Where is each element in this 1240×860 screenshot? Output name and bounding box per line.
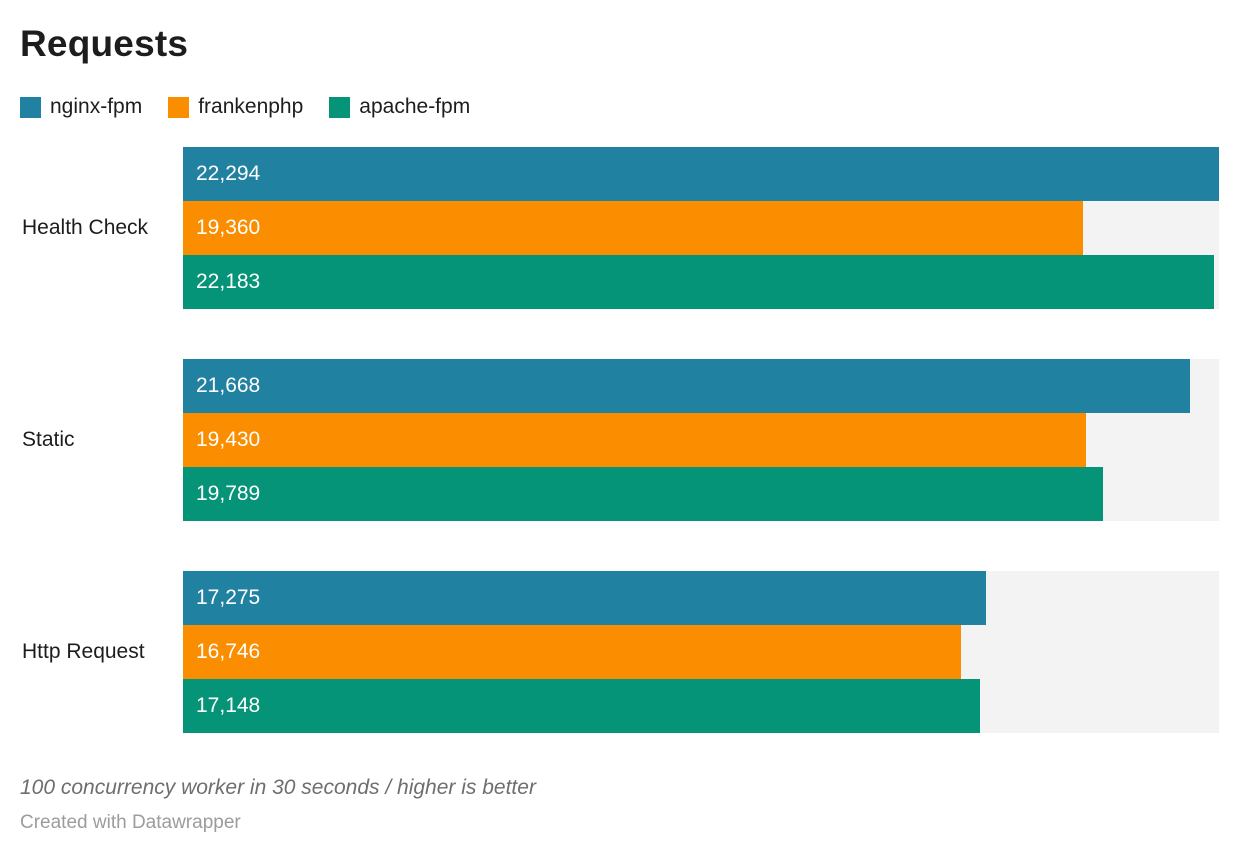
bar-value-label: 19,360: [196, 216, 261, 239]
bar-track: 19,430: [183, 413, 1219, 467]
bar-apache-fpm: 22,183: [183, 255, 1214, 309]
chart-title: Requests: [20, 23, 189, 64]
bar-value-label: 22,183: [196, 270, 261, 293]
legend-label: apache-fpm: [359, 95, 471, 118]
bar-frankenphp: 19,430: [183, 413, 1086, 467]
bar-value-label: 19,789: [196, 482, 261, 505]
bar-value-label: 22,294: [196, 162, 261, 185]
bar-value-label: 21,668: [196, 374, 261, 397]
legend-swatch-icon: [168, 96, 190, 118]
legend-label: frankenphp: [198, 95, 304, 118]
legend-label: nginx-fpm: [50, 95, 143, 118]
bar-value-label: 19,430: [196, 428, 261, 451]
bar-value-label: 17,275: [196, 586, 261, 609]
bar-group: Static 21,668 19,430 19,789: [0, 359, 1240, 521]
chart-notes: 100 concurrency worker in 30 seconds / h…: [20, 776, 536, 799]
bar-track: 19,789: [183, 467, 1219, 521]
bar-group: Health Check 22,294 19,360 22,183: [0, 147, 1240, 309]
bar-stack: 22,294 19,360 22,183: [183, 147, 1219, 309]
bar-nginx-fpm: 22,294: [183, 147, 1219, 201]
bar-track: 22,294: [183, 147, 1219, 201]
bar-stack: 21,668 19,430 19,789: [183, 359, 1219, 521]
category-label: Http Request: [22, 640, 145, 663]
bar-nginx-fpm: 17,275: [183, 571, 986, 625]
category-label: Static: [22, 428, 75, 451]
bar-track: 21,668: [183, 359, 1219, 413]
bar-apache-fpm: 17,148: [183, 679, 980, 733]
bar-plot: Health Check 22,294 19,360 22,183 Static 21,6…: [0, 147, 1240, 733]
bar-nginx-fpm: 21,668: [183, 359, 1190, 413]
bar-track: 17,275: [183, 571, 1219, 625]
attribution-text: Created with Datawrapper: [20, 812, 241, 833]
bar-track: 16,746: [183, 625, 1219, 679]
bar-stack: 17,275 16,746 17,148: [183, 571, 1219, 733]
bar-track: 17,148: [183, 679, 1219, 733]
bar-track: 22,183: [183, 255, 1219, 309]
bar-frankenphp: 16,746: [183, 625, 962, 679]
legend-item-apache-fpm: apache-fpm: [329, 95, 470, 119]
bar-track: 19,360: [183, 201, 1219, 255]
bar-value-label: 17,148: [196, 694, 261, 717]
legend-item-frankenphp: frankenphp: [168, 95, 303, 119]
legend-swatch-icon: [20, 96, 41, 118]
bar-value-label: 16,746: [196, 640, 261, 663]
bar-apache-fpm: 19,789: [183, 467, 1103, 521]
bar-group: Http Request 17,275 16,746 17,148: [0, 571, 1240, 733]
bar-frankenphp: 19,360: [183, 201, 1083, 255]
legend-swatch-icon: [329, 96, 351, 118]
legend-item-nginx-fpm: nginx-fpm: [20, 95, 142, 119]
category-label: Health Check: [22, 216, 149, 239]
legend: nginx-fpm frankenphp apache-fpm: [20, 95, 1240, 119]
